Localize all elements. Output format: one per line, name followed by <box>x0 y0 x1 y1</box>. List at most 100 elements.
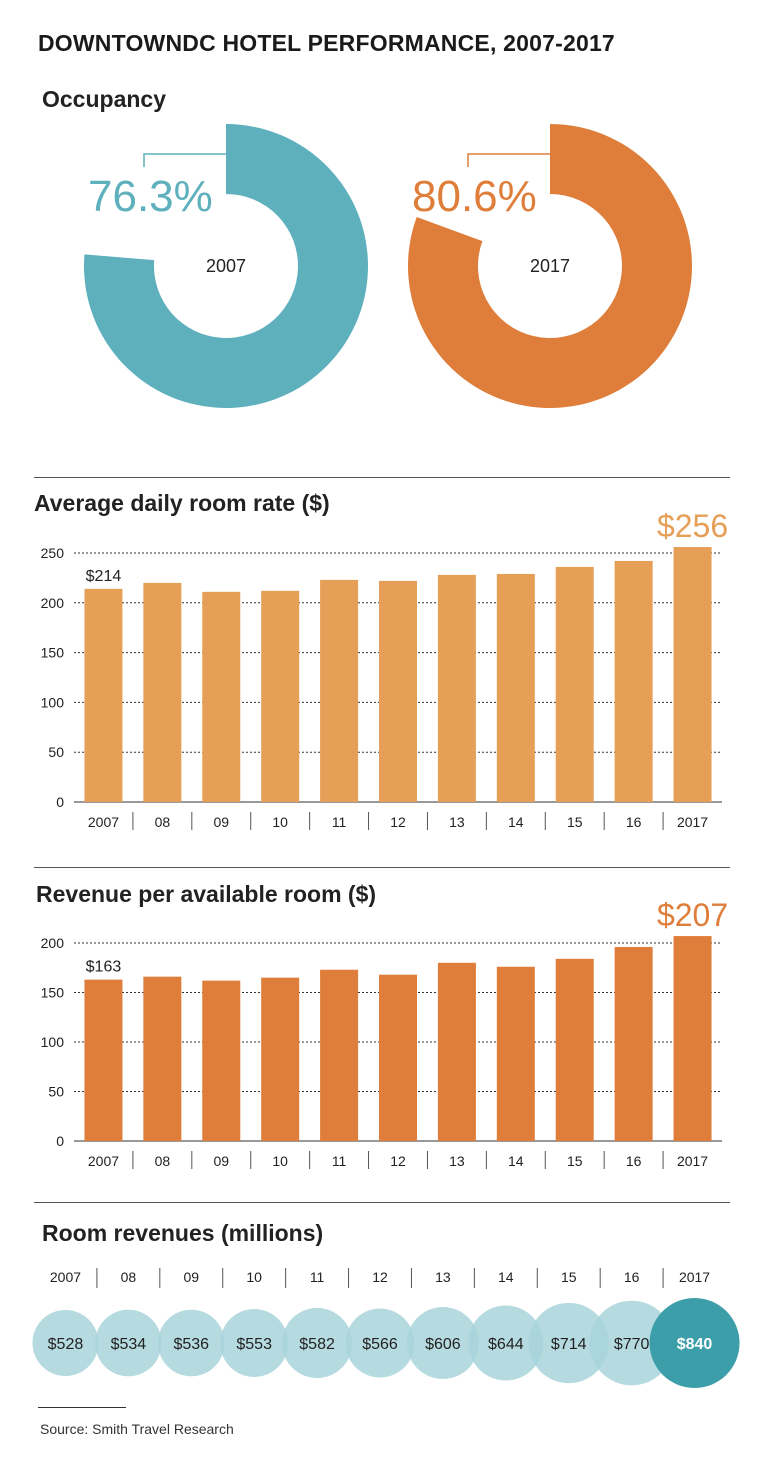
bar-value-label-highlight: $256 <box>657 508 728 544</box>
year-label: 11 <box>310 1269 325 1285</box>
donut-slice-2007 <box>84 124 368 408</box>
bar <box>379 974 417 1141</box>
bar <box>379 580 417 802</box>
revenue-bubble <box>95 1309 162 1377</box>
year-label: 08 <box>121 1269 137 1285</box>
y-tick-label: 50 <box>48 1084 64 1100</box>
x-tick-label: 16 <box>626 1153 642 1169</box>
x-tick-label: 12 <box>390 1153 406 1169</box>
revenue-bubble <box>345 1308 415 1378</box>
revenue-value-label: $553 <box>236 1336 272 1353</box>
x-tick-label: 13 <box>449 814 465 830</box>
occupancy-title: Occupancy <box>42 86 166 112</box>
x-tick-label: 09 <box>213 814 229 830</box>
y-tick-label: 150 <box>41 985 65 1001</box>
x-tick-label: 13 <box>449 1153 465 1169</box>
y-tick-label: 250 <box>41 545 65 561</box>
bar <box>437 962 476 1141</box>
page-title: DOWNTOWNDC HOTEL PERFORMANCE, 2007-2017 <box>38 30 615 56</box>
y-tick-label: 200 <box>41 935 65 951</box>
y-tick-label: 100 <box>41 694 65 710</box>
year-label: 2007 <box>50 1269 81 1285</box>
x-tick-label: 14 <box>508 814 524 830</box>
revenue-value-label: $714 <box>551 1336 587 1353</box>
year-label: 14 <box>498 1269 514 1285</box>
y-tick-label: 0 <box>56 794 64 810</box>
room-revenue-bubble-chart: 2007 08 09 10 11 12 13 14 15 16 2017 $528 $534 $536 $5… <box>32 1268 740 1388</box>
revenue-bubble <box>157 1309 225 1377</box>
bar <box>496 966 535 1141</box>
bar <box>84 979 123 1141</box>
x-tick-label: 16 <box>626 814 642 830</box>
x-tick-label: 15 <box>567 1153 583 1169</box>
revenue-bubble <box>220 1309 289 1377</box>
year-label: 09 <box>183 1269 199 1285</box>
year-label: 13 <box>435 1269 451 1285</box>
revenue-value-label: $534 <box>111 1336 147 1353</box>
bar-value-label-highlight: $207 <box>657 897 728 933</box>
year-label: 10 <box>246 1269 262 1285</box>
bar <box>202 980 241 1141</box>
x-tick-label: 14 <box>508 1153 524 1169</box>
section-divider <box>34 477 730 478</box>
source-note: Source: Smith Travel Research <box>40 1421 234 1437</box>
bar <box>496 573 535 802</box>
revenue-bubble <box>406 1307 479 1379</box>
revenue-bubble <box>649 1298 740 1388</box>
x-tick-label: 2007 <box>88 1153 119 1169</box>
x-tick-label: 08 <box>155 814 171 830</box>
bar <box>84 588 123 802</box>
bar-value-label: $214 <box>86 568 122 585</box>
year-label: 12 <box>372 1269 388 1285</box>
bar <box>320 969 359 1141</box>
bar <box>673 936 712 1141</box>
revenue-bubble <box>528 1302 609 1384</box>
adr-bar-chart: 0 50 100 150 200 250 2007 08 09 10 11 12 13 14 15 16 201… <box>41 508 728 830</box>
occupancy-percent-label: 80.6% <box>412 172 537 221</box>
donut-year-label: 2007 <box>206 256 246 276</box>
donut-year-label: 2017 <box>530 256 570 276</box>
bar <box>614 946 653 1141</box>
revenue-bubble <box>282 1307 353 1379</box>
leader-line <box>143 153 226 167</box>
bar <box>261 977 300 1141</box>
bar <box>555 566 594 802</box>
x-tick-label: 08 <box>155 1153 171 1169</box>
section-divider <box>34 1202 730 1203</box>
x-tick-label: 10 <box>272 814 288 830</box>
bar <box>555 958 594 1141</box>
x-tick-label: 2007 <box>88 814 119 830</box>
revenue-value-label: $528 <box>48 1336 84 1353</box>
bar <box>320 579 359 802</box>
x-tick-label: 2017 <box>677 1153 708 1169</box>
revpar-chart-title: Revenue per available room ($) <box>36 881 377 907</box>
occupancy-donut-charts: 2007 76.3% 2017 80.6% <box>84 124 692 408</box>
section-divider <box>34 867 730 868</box>
bar <box>437 574 476 802</box>
x-tick-label: 10 <box>272 1153 288 1169</box>
bar-value-label: $163 <box>86 959 122 976</box>
y-tick-label: 100 <box>41 1034 65 1050</box>
revenue-value-label: $582 <box>299 1336 335 1353</box>
year-label: 15 <box>561 1269 577 1285</box>
leader-line <box>467 153 550 167</box>
bar <box>261 590 300 802</box>
revenue-value-label: $606 <box>425 1336 461 1353</box>
revenue-bubble <box>32 1310 99 1376</box>
bar <box>202 591 241 802</box>
y-tick-label: 50 <box>48 744 64 760</box>
occupancy-percent-label: 76.3% <box>88 172 213 221</box>
bar <box>143 976 182 1141</box>
year-label: 2017 <box>679 1269 710 1285</box>
y-tick-label: 200 <box>41 595 65 611</box>
x-tick-label: 12 <box>390 814 406 830</box>
revenue-value-label: $840 <box>677 1336 713 1353</box>
revenue-value-label: $644 <box>488 1336 524 1353</box>
x-tick-label: 09 <box>213 1153 229 1169</box>
x-tick-label: 11 <box>332 814 347 830</box>
source-divider <box>38 1407 126 1408</box>
x-tick-label: 15 <box>567 814 583 830</box>
revenue-value-label: $566 <box>362 1336 398 1353</box>
y-tick-label: 0 <box>56 1133 64 1149</box>
revenue-value-label: $536 <box>173 1336 209 1353</box>
